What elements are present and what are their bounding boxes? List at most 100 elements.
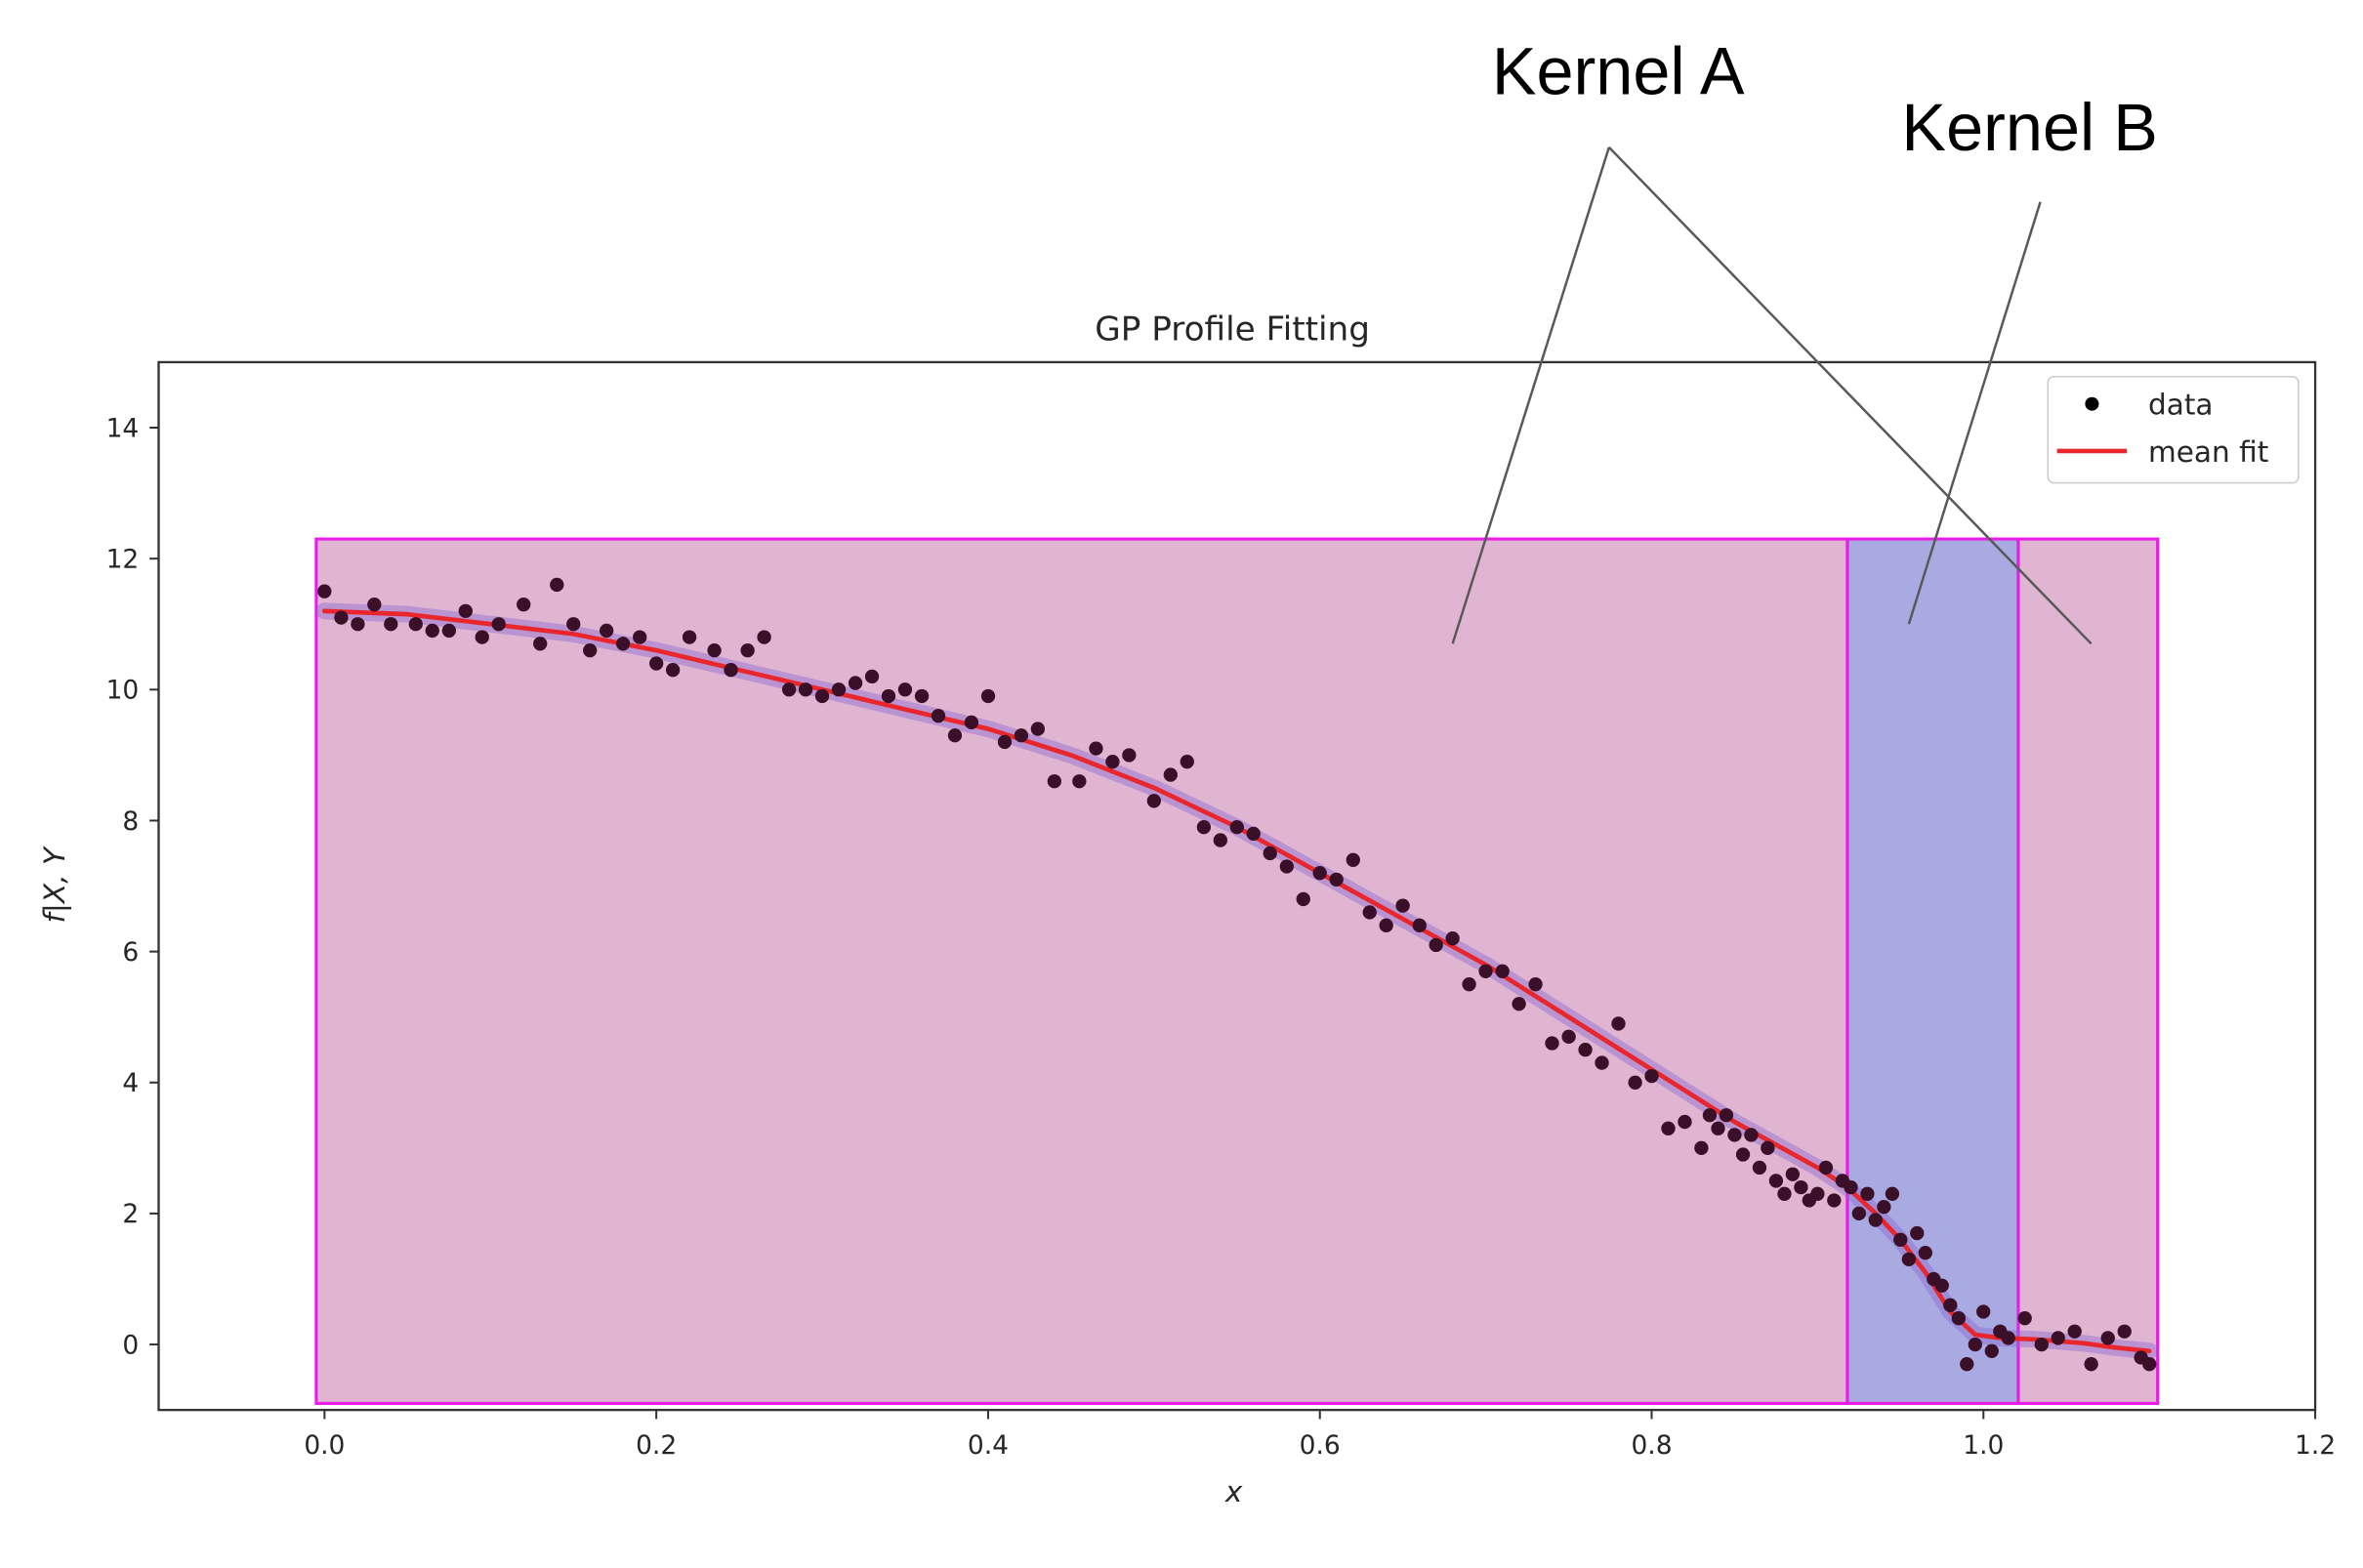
data-point (425, 623, 439, 639)
data-point (1213, 833, 1227, 847)
data-point (781, 682, 797, 697)
y-tick-label: 2 (122, 1199, 139, 1229)
y-tick-label: 4 (122, 1068, 139, 1098)
data-point (1901, 1252, 1917, 1266)
data-point (1545, 1036, 1559, 1051)
data-point (1752, 1160, 1767, 1176)
legend-label-mean-fit: mean fit (2148, 435, 2268, 469)
data-point (1694, 1140, 1709, 1155)
callout-leader-line (1907, 201, 2042, 625)
kernel-b-label: Kernel B (1901, 90, 2157, 165)
data-point (1735, 1147, 1751, 1162)
data-point (2034, 1337, 2049, 1352)
data-point (1960, 1357, 1974, 1372)
data-point (1794, 1179, 1808, 1195)
data-point (964, 715, 979, 730)
data-point (1785, 1167, 1801, 1181)
data-point (1263, 846, 1277, 861)
data-point (1860, 1186, 1875, 1201)
y-tick-label: 14 (106, 413, 140, 443)
data-point (550, 577, 564, 593)
data-point (740, 642, 755, 658)
data-point (707, 642, 722, 658)
data-point (1611, 1016, 1626, 1031)
data-point (1868, 1213, 1883, 1227)
data-point (1030, 722, 1046, 736)
data-point (848, 676, 863, 690)
data-point (682, 630, 697, 644)
data-point (1180, 755, 1194, 769)
data-point (2142, 1357, 2157, 1372)
data-point (1877, 1200, 1891, 1215)
data-point (1761, 1140, 1775, 1155)
data-point (1818, 1160, 1834, 1176)
data-point (1014, 728, 1029, 743)
data-point (1578, 1043, 1593, 1057)
data-point (1089, 741, 1103, 756)
data-point (1329, 872, 1344, 887)
data-point (1279, 859, 1294, 874)
x-tick-label: 0.6 (1300, 1430, 1341, 1461)
data-point (1943, 1298, 1958, 1312)
data-point (334, 610, 349, 625)
y-tick-label: 12 (106, 545, 140, 575)
data-point (1885, 1186, 1900, 1201)
data-point (1478, 964, 1493, 978)
data-point (1984, 1343, 1999, 1358)
data-point (475, 630, 489, 644)
data-point (1968, 1337, 1982, 1352)
data-point (583, 642, 598, 658)
data-point (458, 603, 473, 619)
y-tick-label: 0 (122, 1330, 139, 1360)
data-point (1951, 1311, 1967, 1326)
data-point (2084, 1357, 2098, 1372)
y-tick-label: 10 (106, 676, 140, 706)
data-point (2051, 1331, 2065, 1345)
x-axis-ticks: 0.0 0.2 0.4 0.6 0.8 1.0 1.2 (304, 1410, 2336, 1461)
y-axis-ticks: 0 2 4 6 8 10 12 14 (106, 413, 159, 1360)
data-point (408, 617, 423, 632)
data-point (1146, 794, 1162, 808)
data-point (1445, 931, 1460, 946)
data-point (1910, 1225, 1925, 1241)
x-tick-label: 1.0 (1963, 1430, 2004, 1461)
data-point (814, 688, 830, 704)
data-point (1628, 1075, 1642, 1090)
callout-leader-line (1607, 146, 2093, 645)
data-point (367, 598, 382, 612)
data-point (798, 682, 813, 697)
data-point (317, 584, 332, 598)
data-point (1229, 820, 1244, 835)
data-point (2017, 1311, 2032, 1326)
data-point (1595, 1055, 1609, 1070)
data-point (2067, 1324, 2082, 1339)
data-point (1395, 898, 1410, 913)
data-point (351, 617, 365, 632)
data-point (914, 688, 930, 704)
legend-data-marker (2085, 396, 2099, 411)
data-point (881, 688, 896, 704)
x-tick-label: 0.4 (968, 1430, 1009, 1461)
data-point (1702, 1108, 1718, 1123)
data-point (1047, 774, 1061, 789)
data-point (1312, 866, 1327, 881)
data-point (649, 656, 664, 671)
data-point (1810, 1186, 1825, 1201)
data-point (931, 709, 946, 723)
data-point (1362, 905, 1377, 920)
data-point (2117, 1324, 2132, 1339)
data-point (831, 682, 847, 697)
data-point (633, 630, 647, 644)
data-point (757, 630, 771, 644)
data-point (1561, 1029, 1576, 1044)
data-point (1678, 1114, 1692, 1130)
data-point (566, 617, 581, 632)
data-point (441, 623, 457, 639)
data-point (1072, 774, 1087, 789)
data-point (947, 728, 963, 743)
data-point (533, 637, 548, 651)
data-point (1196, 820, 1212, 835)
data-point (1976, 1304, 1991, 1319)
data-point (1512, 997, 1526, 1011)
data-point (1105, 755, 1120, 769)
